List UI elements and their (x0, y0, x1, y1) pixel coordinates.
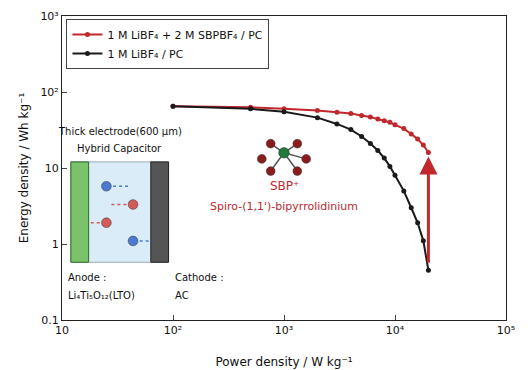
svg-text:Spiro-(1,1')-bipyrrolidinium: Spiro-(1,1')-bipyrrolidinium (210, 200, 358, 213)
svg-text:Cathode :: Cathode : (175, 272, 224, 283)
svg-text:Hybrid Capacitor: Hybrid Capacitor (77, 143, 162, 154)
svg-text:0.1: 0.1 (41, 314, 59, 327)
svg-text:10³: 10³ (275, 324, 293, 337)
svg-text:SBP⁺: SBP⁺ (270, 179, 299, 193)
svg-text:10²: 10² (40, 86, 58, 99)
svg-text:10⁴: 10⁴ (386, 324, 405, 337)
svg-text:1 M LiBF₄ / PC: 1 M LiBF₄ / PC (107, 48, 183, 61)
svg-text:Power density / W kg⁻¹: Power density / W kg⁻¹ (215, 355, 352, 369)
svg-text:1 M LiBF₄ + 2 M SBPBF₄ / PC: 1 M LiBF₄ + 2 M SBPBF₄ / PC (107, 29, 262, 42)
svg-text:10⁵: 10⁵ (497, 324, 515, 337)
svg-text:Thick electrode(600 µm): Thick electrode(600 µm) (58, 126, 182, 137)
svg-text:10: 10 (55, 324, 69, 337)
svg-text:Anode :: Anode : (68, 272, 106, 283)
svg-text:AC: AC (175, 290, 189, 301)
svg-text:10³: 10³ (40, 10, 58, 23)
svg-text:Li₄Ti₅O₁₂(LTO): Li₄Ti₅O₁₂(LTO) (68, 290, 135, 301)
svg-text:Energy density / Wh kg⁻¹: Energy density / Wh kg⁻¹ (17, 93, 31, 244)
svg-text:10: 10 (45, 162, 59, 175)
svg-text:10²: 10² (164, 324, 182, 337)
svg-text:1: 1 (52, 238, 59, 251)
